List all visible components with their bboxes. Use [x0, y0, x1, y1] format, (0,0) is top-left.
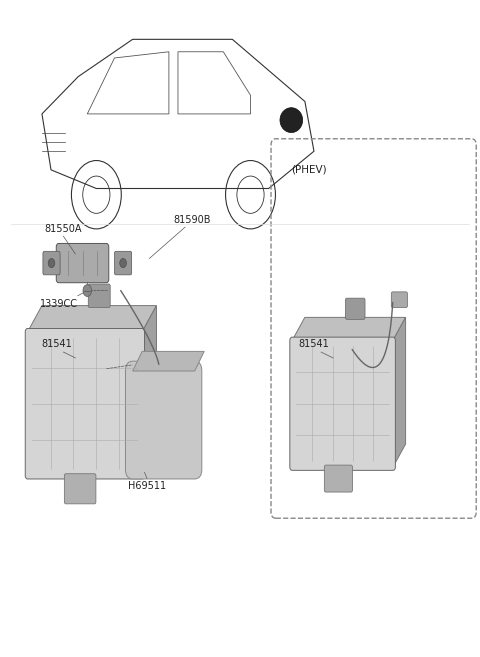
Text: 1339CC: 1339CC	[40, 299, 78, 309]
Circle shape	[48, 258, 55, 267]
Text: 81541: 81541	[41, 340, 72, 350]
FancyBboxPatch shape	[88, 284, 110, 307]
FancyBboxPatch shape	[125, 361, 202, 479]
FancyBboxPatch shape	[115, 251, 132, 275]
Ellipse shape	[280, 108, 302, 133]
FancyBboxPatch shape	[43, 251, 60, 275]
Circle shape	[120, 258, 126, 267]
FancyBboxPatch shape	[25, 328, 144, 479]
Circle shape	[83, 284, 92, 296]
Polygon shape	[28, 306, 156, 332]
FancyBboxPatch shape	[391, 292, 408, 307]
Text: (PHEV): (PHEV)	[291, 165, 327, 175]
Polygon shape	[292, 317, 406, 340]
Text: 81550A: 81550A	[45, 223, 82, 234]
FancyBboxPatch shape	[56, 244, 109, 283]
Polygon shape	[393, 317, 406, 467]
Text: 81590B: 81590B	[174, 215, 211, 225]
FancyBboxPatch shape	[346, 298, 365, 319]
Text: 81541: 81541	[299, 340, 329, 350]
FancyBboxPatch shape	[324, 465, 352, 492]
FancyBboxPatch shape	[290, 337, 396, 470]
FancyBboxPatch shape	[64, 474, 96, 504]
Polygon shape	[142, 306, 156, 476]
Text: H69511: H69511	[128, 481, 166, 491]
Polygon shape	[132, 351, 204, 371]
